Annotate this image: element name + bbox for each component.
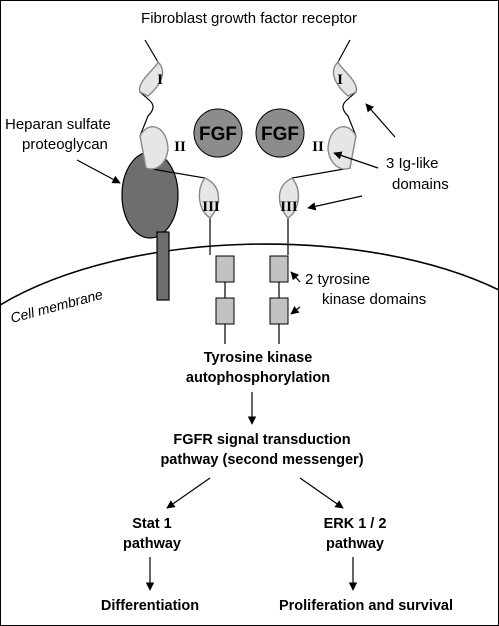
right-kinase-domain-2 [269,297,289,325]
fgf-left-label: FGF [199,124,237,145]
right-kinase-domain-1 [269,255,289,283]
stat-line1: Stat 1 [132,516,172,532]
fgf-right-label: FGF [261,124,299,145]
fgf-ligand-right [255,108,305,158]
right-loop-III [278,177,299,219]
right-loop-I [332,60,358,97]
left-domain-II-label: II [174,139,186,155]
ig-arrow-II [333,151,379,169]
autophos-line2: autophosphorylation [186,370,330,386]
left-kinase-domain-1 [215,255,235,283]
erk-line2: pathway [326,536,384,552]
heparan-label-line1: Heparan sulfate [5,116,111,133]
kinase-label-line2: kinase domains [322,291,426,308]
kinase-arrow-1 [290,271,301,283]
heparan-label-line2: proteoglycan [22,136,108,153]
proteoglycan-stem [156,231,170,301]
ig-arrow-III [307,195,363,211]
autophos-line1: Tyrosine kinase [204,350,313,366]
right-domain-I-label: I [337,72,343,88]
arrow-to-stat [166,477,211,509]
left-loop-III [198,177,220,219]
signal-line1: FGFR signal transduction [173,432,350,448]
left-loop-I [138,60,164,97]
ig-label-line2: domains [392,176,449,193]
left-domain-III-label: III [202,199,220,215]
right-domain-II-label: II [312,139,324,155]
kinase-arrow-2 [290,306,301,315]
outcome-differentiation: Differentiation [101,598,199,614]
stat-line2: pathway [123,536,181,552]
ig-label-line1: 3 Ig-like [386,155,439,172]
kinase-label-line1: 2 tyrosine [305,271,370,288]
receptor-title: Fibroblast growth factor receptor [141,10,357,27]
signal-line2: pathway (second messenger) [160,452,363,468]
right-loop-II [327,126,357,170]
receptor-right [269,39,358,344]
left-domain-I-label: I [157,72,163,88]
erk-line1: ERK 1 / 2 [324,516,387,532]
outcome-proliferation: Proliferation and survival [279,598,453,614]
heparan-sulfate-proteoglycan [121,151,179,301]
right-domain-III-label: III [280,199,298,215]
left-loop-II [139,126,169,170]
fgf-ligand-left [193,108,243,158]
left-kinase-domain-2 [215,297,235,325]
ig-arrow-I [365,103,396,138]
cell-membrane [0,243,499,306]
receptor-left [138,39,235,344]
arrow-to-erk [299,477,344,509]
heparan-arrow [76,159,121,184]
